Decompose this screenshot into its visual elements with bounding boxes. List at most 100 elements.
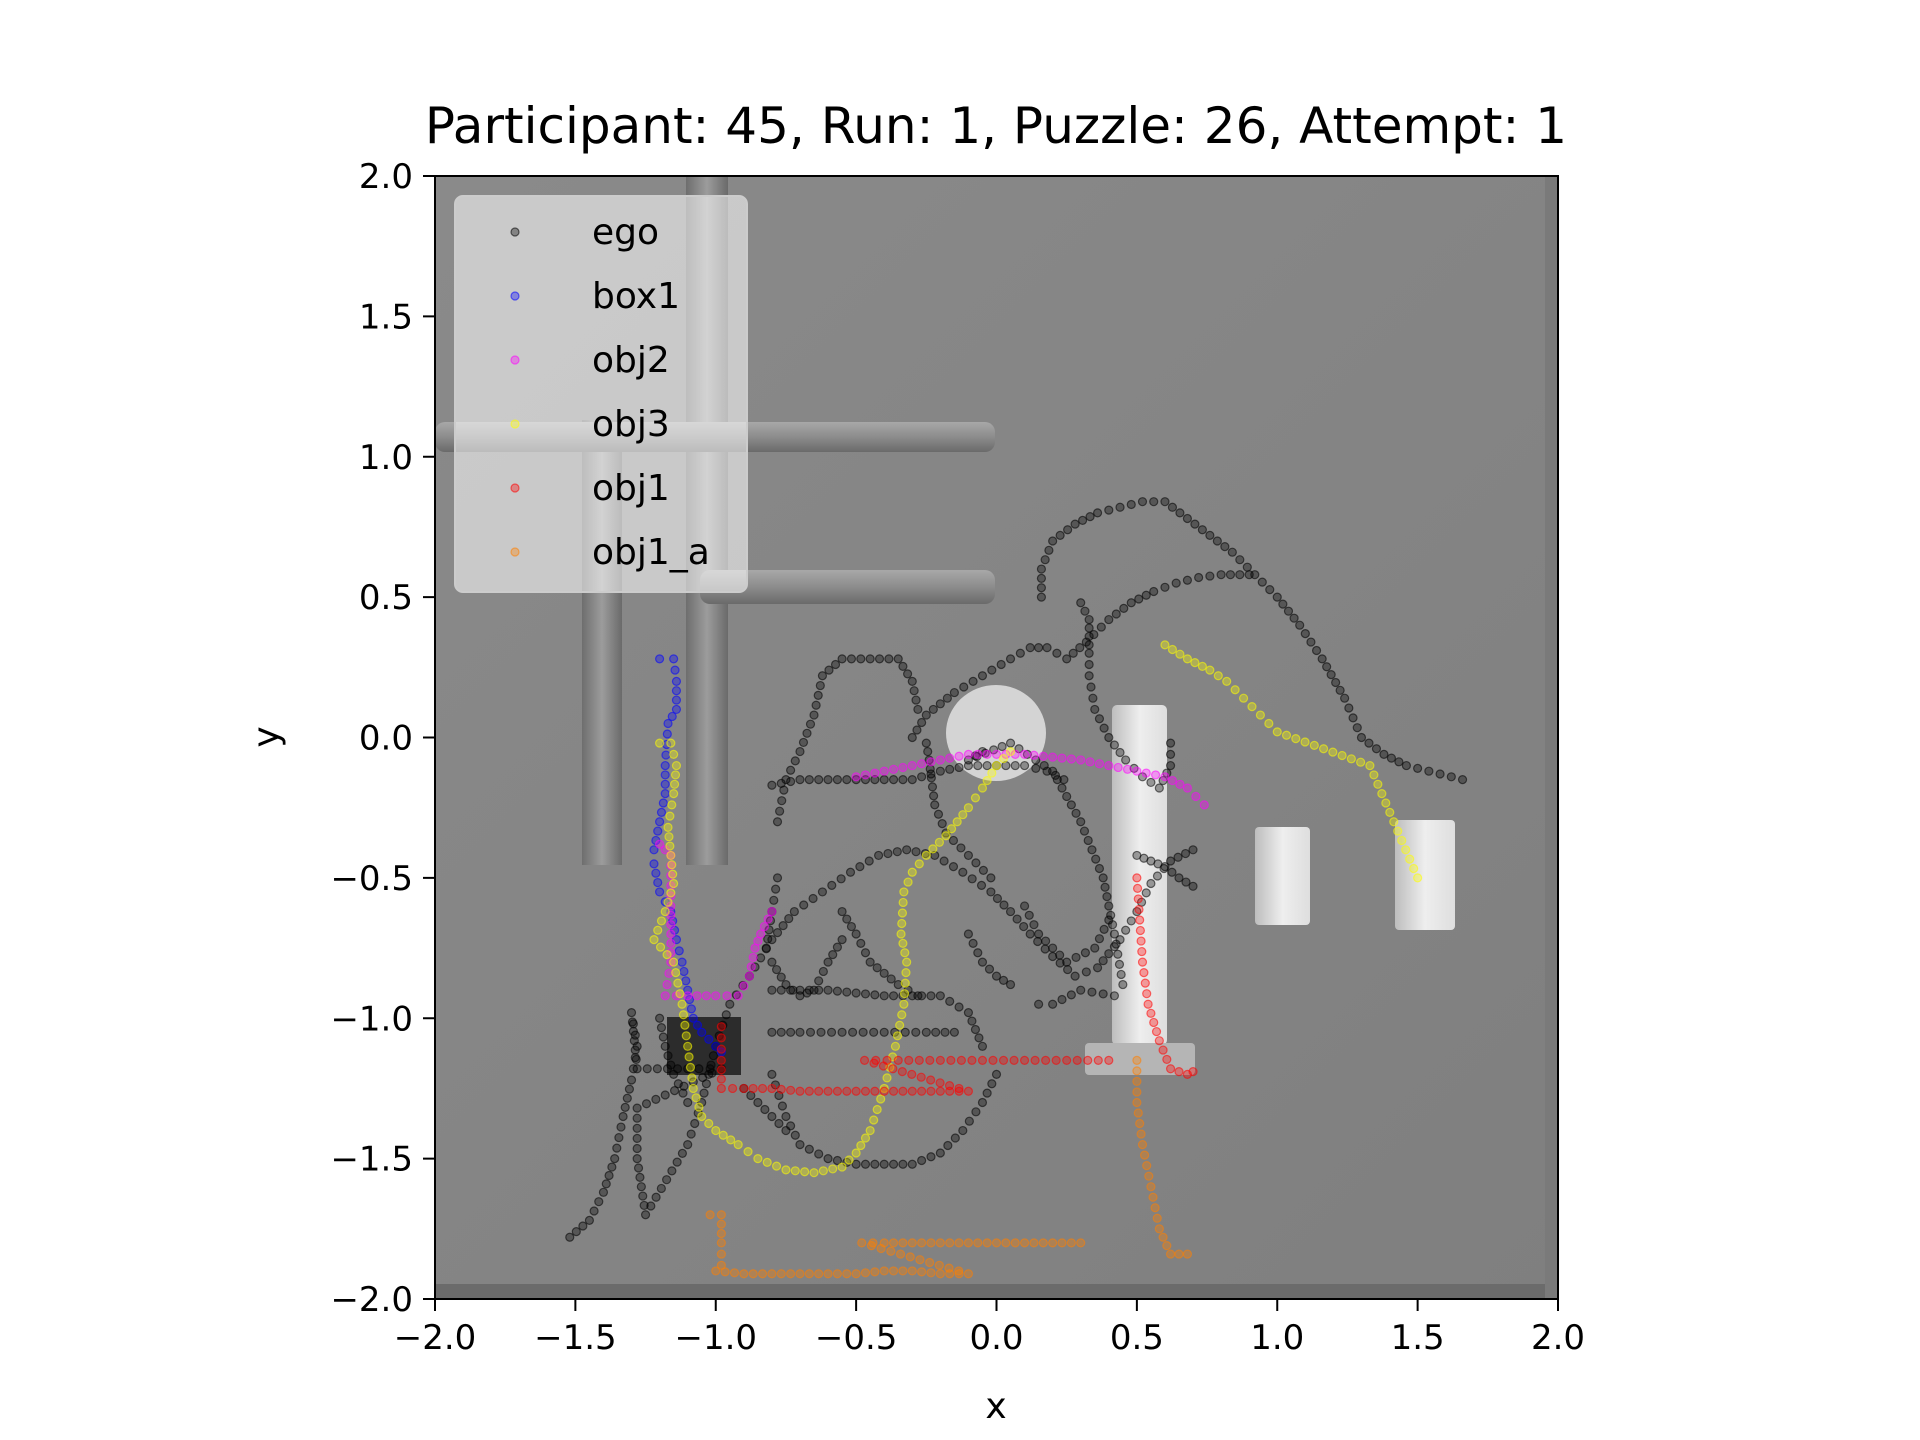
y-tick-label: 0.0 (359, 719, 413, 759)
ego-point (656, 1183, 666, 1194)
obj1_a-point (1076, 1238, 1086, 1248)
ego-point (1005, 906, 1016, 917)
ego-point (1205, 571, 1215, 581)
obj3-point (900, 978, 910, 988)
ego-point (772, 928, 783, 938)
y-tick-label: −1.0 (330, 999, 413, 1039)
ego-point (1141, 590, 1151, 600)
ego-point (824, 665, 834, 675)
obj2-point (701, 991, 711, 1001)
ego-point (913, 991, 923, 1001)
ego-point (1167, 502, 1178, 512)
obj2-point (767, 906, 777, 917)
obj1-point (1135, 915, 1145, 925)
obj3-point (991, 760, 1002, 771)
obj3-point (681, 1031, 691, 1041)
obj3-point (907, 867, 917, 877)
box1-point (686, 1004, 697, 1014)
ego-point (942, 693, 952, 703)
y-tick-label: 2.0 (359, 157, 413, 197)
ego-point (1160, 582, 1170, 592)
ego-point (1149, 586, 1159, 597)
ego-point (802, 728, 812, 738)
ego-point (1335, 685, 1345, 695)
obj1-point (925, 1055, 935, 1065)
ego-point (1025, 929, 1035, 939)
x-tick-label: −2.0 (394, 1318, 477, 1358)
ego-point (764, 925, 774, 935)
obj2-point (1029, 750, 1039, 760)
ego-point (832, 986, 843, 996)
obj1-point (882, 1055, 892, 1065)
obj1-point (935, 1078, 945, 1088)
ego-point (612, 1143, 622, 1153)
ego-point (1119, 603, 1129, 613)
obj3-point (1005, 746, 1016, 757)
ego-point (642, 1064, 652, 1074)
ego-point (1149, 497, 1159, 507)
ego-point (1348, 713, 1358, 723)
ego-point (632, 1064, 642, 1074)
legend-marker-box1 (510, 291, 520, 301)
obj1-point (888, 1064, 898, 1074)
ego-point (811, 700, 821, 710)
ego-point (1081, 967, 1091, 977)
ego-point (837, 1027, 847, 1037)
ego-point (701, 1079, 711, 1089)
obj2-point (666, 920, 676, 930)
ego-point (641, 1099, 652, 1109)
ego-point (589, 1206, 599, 1216)
obj1_a-point (748, 1269, 758, 1279)
ego-point (778, 921, 788, 931)
ego-point (935, 766, 945, 776)
obj1_a-point (915, 1255, 925, 1265)
ego-point (1171, 578, 1181, 588)
obj3-point (1373, 779, 1383, 789)
ego-point (977, 671, 988, 681)
ego-point (620, 1102, 630, 1112)
obj1-point (716, 1055, 726, 1065)
obj1-point (804, 1086, 814, 1096)
ego-point (977, 1041, 988, 1051)
ego-point (1225, 570, 1236, 580)
obj2-point (746, 962, 756, 972)
obj3-point (901, 968, 911, 978)
obj3-point (684, 1052, 694, 1062)
obj3-point (670, 770, 681, 780)
ego-point (1165, 749, 1176, 759)
obj3-point (663, 897, 673, 907)
ego-point (1115, 747, 1125, 758)
obj3-point (669, 878, 679, 889)
ego-point (998, 975, 1009, 985)
ego-point (921, 738, 931, 748)
obj2-point (870, 768, 880, 778)
box1-point (653, 826, 663, 836)
obj3-point (1405, 854, 1415, 864)
ego-point (799, 900, 809, 910)
obj2-point (982, 749, 992, 759)
ego-point (991, 1069, 1002, 1080)
obj1-point (935, 1055, 945, 1065)
obj1_a-point (917, 1238, 927, 1248)
obj1-point (832, 1086, 843, 1096)
y-tick-label: 0.5 (359, 578, 413, 618)
ego-point (1104, 901, 1114, 911)
legend-label-obj3: obj3 (592, 404, 670, 445)
obj3-point (733, 1139, 743, 1150)
legend-marker-obj2 (510, 355, 520, 365)
ego-point (1062, 654, 1072, 664)
obj2-point (666, 938, 676, 948)
ego-point (704, 1069, 714, 1080)
box1-point (679, 966, 689, 977)
ego-point (999, 900, 1009, 910)
ego-point (777, 1101, 788, 1111)
obj3-point (1197, 661, 1207, 671)
ego-point (949, 1027, 959, 1037)
ego-point (1126, 598, 1136, 608)
ego-point (658, 1032, 668, 1042)
ego-point (1048, 999, 1058, 1009)
obj3-point (899, 989, 910, 999)
obj3-point (872, 1104, 882, 1115)
ego-point (1306, 637, 1316, 647)
ego-point (968, 938, 978, 948)
